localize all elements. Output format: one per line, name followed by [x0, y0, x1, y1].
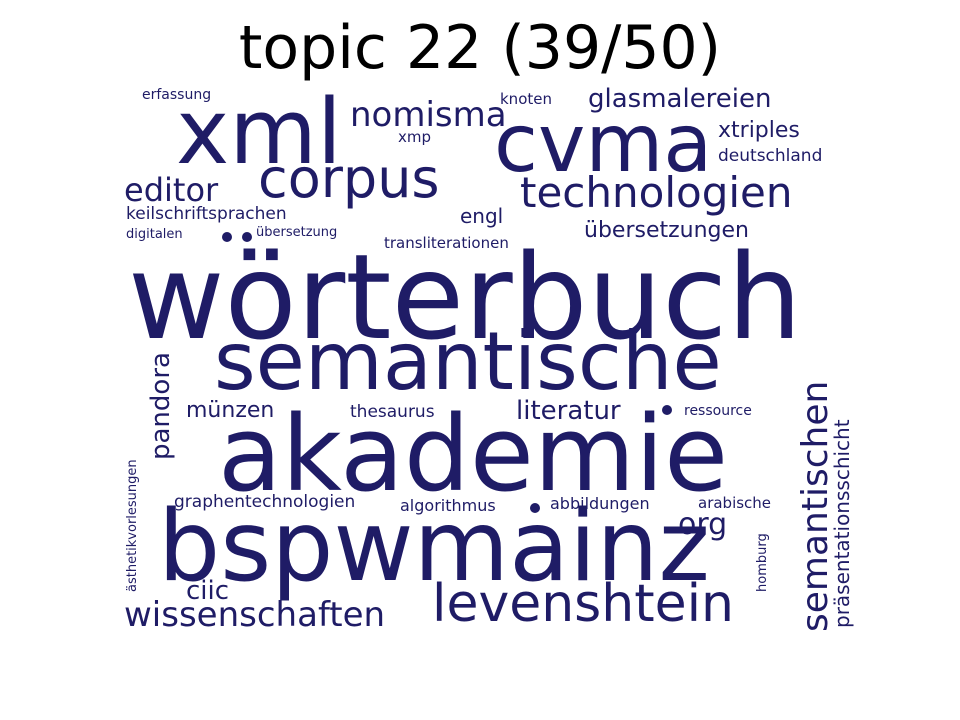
- word-pandora: pandora: [146, 352, 176, 460]
- word-keilschriftsprachen: keilschriftsprachen: [126, 204, 287, 224]
- word-graphentechnologien: graphentechnologien: [174, 492, 356, 512]
- word-woerterbuch: wörterbuch: [128, 228, 802, 366]
- word-ciic: ciic: [186, 576, 230, 606]
- word-muenzen: münzen: [186, 398, 275, 423]
- word-dot: [222, 232, 232, 242]
- word-xml: xml: [176, 80, 342, 185]
- word-wissenschaften: wissenschaften: [124, 595, 386, 635]
- word-erfassung: erfassung: [142, 87, 212, 103]
- word-dot: [662, 405, 672, 415]
- word-praesentationsschicht: präsentationsschicht: [830, 419, 854, 628]
- word-nomisma: nomisma: [350, 95, 507, 135]
- word-homburg: homburg: [755, 533, 770, 592]
- word-editor: editor: [124, 171, 219, 209]
- word-technologien: technologien: [520, 168, 793, 217]
- word-semantische: semantische: [214, 315, 722, 408]
- word-knoten: knoten: [500, 90, 552, 108]
- word-akademie: akademie: [218, 393, 729, 515]
- word-arabische: arabische: [698, 494, 772, 512]
- word-dot: [242, 232, 252, 242]
- word-thesaurus: thesaurus: [350, 402, 435, 422]
- word-bspwmainz: bspwmainz: [158, 490, 710, 604]
- word-uebersetzung: übersetzung: [256, 225, 338, 240]
- word-deutschland: deutschland: [718, 146, 823, 166]
- word-literatur: literatur: [516, 396, 621, 426]
- word-corpus: corpus: [258, 147, 440, 210]
- word-algorithmus: algorithmus: [400, 496, 496, 515]
- word-glasmalereien: glasmalereien: [588, 84, 772, 114]
- word-levenshtein: levenshtein: [432, 574, 734, 634]
- word-aesthetikvorlesungen: ästhetikvorlesungen: [125, 459, 140, 592]
- word-cvma: cvma: [494, 97, 713, 190]
- word-digitalen: digitalen: [126, 227, 183, 242]
- page-title: topic 22 (39/50): [238, 13, 722, 83]
- word-ressource: ressource: [684, 403, 752, 419]
- word-xmp: xmp: [398, 128, 432, 146]
- word-uebersetzungen: übersetzungen: [584, 218, 749, 243]
- word-abbildungen: abbildungen: [550, 494, 650, 513]
- word-org: org: [678, 507, 728, 542]
- word-dot: [530, 503, 540, 513]
- word-engl: engl: [460, 204, 504, 228]
- word-transliterationen: transliterationen: [384, 234, 509, 252]
- word-semantischen: semantischen: [795, 380, 836, 632]
- word-xtriples: xtriples: [718, 118, 800, 143]
